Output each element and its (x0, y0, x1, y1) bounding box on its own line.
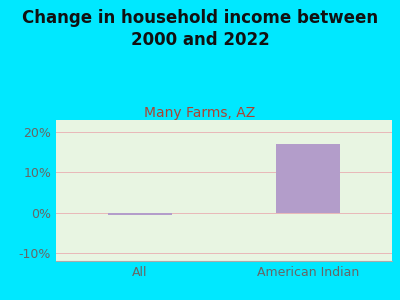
Bar (108, 213, 172, 215)
Text: Many Farms, AZ: Many Farms, AZ (144, 106, 256, 121)
Text: Change in household income between
2000 and 2022: Change in household income between 2000 … (22, 9, 378, 49)
Bar (276, 144, 340, 213)
